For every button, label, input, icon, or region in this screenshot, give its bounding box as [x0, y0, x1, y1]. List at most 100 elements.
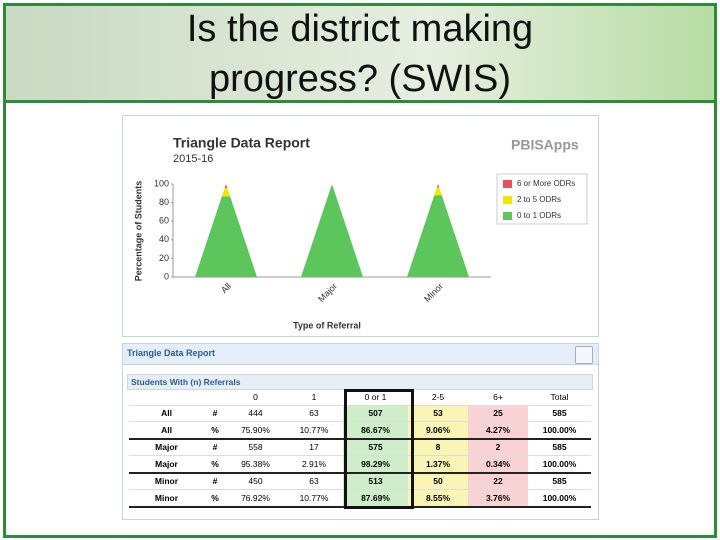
y-tick-label: 40: [159, 234, 169, 244]
table-cell: Major: [129, 438, 204, 456]
highlight-box: [344, 389, 414, 509]
x-tick-label: All: [219, 281, 233, 295]
x-tick-label: Minor: [422, 281, 445, 304]
table-cell: 4.27%: [468, 421, 528, 440]
table-cell: 10.77%: [285, 489, 343, 508]
x-axis-label: Type of Referral: [293, 320, 361, 330]
chart-panel: Triangle Data Report 2015-16 PBISApps Pe…: [122, 115, 599, 337]
table-cell: 76.92%: [226, 489, 285, 508]
table-cell: Minor: [129, 489, 204, 508]
table-cell: 10.77%: [285, 421, 343, 440]
table-cell: 444: [226, 405, 285, 422]
table-cell: [204, 389, 226, 406]
table-cell: 2-5: [408, 389, 468, 406]
triangle-segment: [407, 195, 469, 277]
table-cell: 558: [226, 438, 285, 456]
table-cell: #: [204, 472, 226, 490]
title-band: [6, 6, 714, 103]
legend-swatch: [503, 212, 512, 220]
y-tick-label: 0: [164, 271, 169, 281]
table-cell: 8.55%: [408, 489, 468, 508]
table-cell: 6+: [468, 389, 528, 406]
y-tick-label: 20: [159, 253, 169, 263]
legend-swatch: [503, 196, 512, 204]
table-cell: 53: [408, 405, 468, 422]
frame: [3, 3, 717, 538]
table-row: Minor #450 63 513 50 22 585: [129, 472, 591, 490]
table-cell: 8: [408, 438, 468, 456]
y-axis-label: Percentage of Students: [133, 181, 143, 282]
legend-label: 0 to 1 ODRs: [517, 211, 561, 220]
table-cell: 17: [285, 438, 343, 456]
table-cell: 98.29%: [343, 455, 408, 474]
table-row: Major #558 17 575 8 2 585: [129, 438, 591, 456]
table-cell: 95.38%: [226, 455, 285, 474]
table-cell: 450: [226, 472, 285, 490]
table-cell: 63: [285, 405, 343, 422]
table-cell: 1: [285, 389, 343, 406]
table-cell: 3.76%: [468, 489, 528, 508]
table-cell: Total: [528, 389, 591, 406]
chart: Triangle Data Report 2015-16 PBISApps Pe…: [133, 135, 588, 330]
triangle-segment: [301, 185, 363, 277]
table-cell: Major: [129, 455, 204, 474]
table-cell: %: [204, 455, 226, 474]
table-cell: 100.00%: [528, 489, 591, 508]
table-cell: All: [129, 421, 204, 440]
table-cell: 2.91%: [285, 455, 343, 474]
triangle-segment: [331, 184, 333, 186]
triangle-segment: [434, 187, 442, 196]
table-cell: 585: [528, 472, 591, 490]
triangle-segment: [224, 184, 228, 188]
legend-label: 2 to 5 ODRs: [517, 195, 561, 204]
table-cell: 0.34%: [468, 455, 528, 474]
table-cell: 575: [343, 438, 408, 456]
chart-subtitle: 2015-16: [173, 153, 213, 165]
table-row: Minor% 76.92% 10.77% 87.69% 8.55% 3.76% 100.00…: [129, 489, 591, 508]
table-cell: 100.00%: [528, 421, 591, 440]
table-panel: Triangle Data Report Students With (n) R…: [122, 343, 599, 520]
chart-title: Triangle Data Report: [173, 135, 310, 151]
table-row: All% 75.90% 10.77% 86.67% 9.06% 4.27% 100.00%: [129, 421, 591, 440]
y-tick-label: 100: [154, 178, 169, 188]
table-cell: 0 or 1: [343, 389, 408, 406]
table-cell: [129, 389, 204, 406]
table-cell: 0: [226, 389, 285, 406]
section-title: Students With (n) Referrals: [131, 377, 241, 387]
table-cell: 25: [468, 405, 528, 422]
table-cell: %: [204, 421, 226, 440]
table-cell: %: [204, 489, 226, 508]
panel-header: [123, 344, 598, 365]
table-cell: 585: [528, 405, 591, 422]
table-cell: #: [204, 438, 226, 456]
search-button[interactable]: [575, 346, 593, 364]
brand: PBISApps: [511, 137, 579, 153]
title: progress? (SWIS): [209, 58, 511, 100]
table-cell: 100.00%: [528, 455, 591, 474]
table-cell: 2: [468, 438, 528, 456]
table-cell: 86.67%: [343, 421, 408, 440]
table-cell: 513: [343, 472, 408, 490]
y-tick-label: 60: [159, 216, 169, 226]
table-cell: #: [204, 405, 226, 422]
table-cell: 63: [285, 472, 343, 490]
table-cell: 87.69%: [343, 489, 408, 508]
y-tick-label: 80: [159, 197, 169, 207]
table-cell: 22: [468, 472, 528, 490]
table-cell: 75.90%: [226, 421, 285, 440]
table-cell: 1.37%: [408, 455, 468, 474]
x-tick-label: Major: [316, 281, 339, 304]
table-cell: 9.06%: [408, 421, 468, 440]
title: Is the district making: [186, 8, 534, 50]
table-cell: All: [129, 405, 204, 422]
table-cell: Minor: [129, 472, 204, 490]
legend-label: 6 or More ODRs: [517, 179, 575, 188]
triangle-segment: [221, 187, 231, 197]
panel-title: Triangle Data Report: [127, 348, 216, 358]
legend-swatch: [503, 180, 512, 188]
table-row: All #444 63 507 53 25 585: [129, 405, 591, 422]
table-cell: 50: [408, 472, 468, 490]
triangle-segment: [195, 196, 257, 277]
